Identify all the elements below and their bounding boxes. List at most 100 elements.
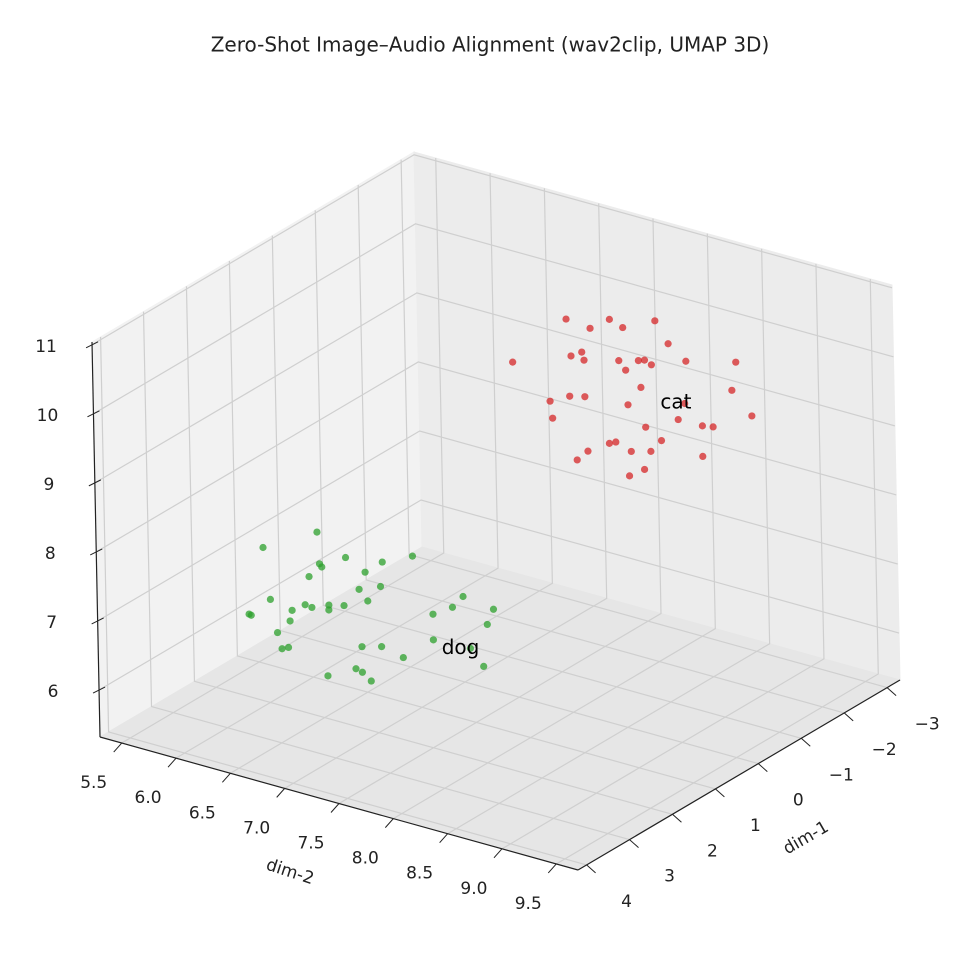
point: [586, 324, 594, 332]
z-tick-label: 8: [45, 544, 56, 564]
point: [266, 595, 275, 604]
grid-line: [175, 173, 499, 759]
point: [324, 672, 332, 680]
x-axis-label: dim-1: [780, 817, 832, 859]
point: [732, 358, 740, 366]
point: [624, 401, 632, 409]
point: [647, 361, 655, 369]
point: [313, 528, 321, 536]
point: [286, 617, 294, 625]
point: [709, 423, 717, 431]
x-tick: [586, 864, 596, 874]
point: [305, 573, 313, 581]
point: [340, 601, 348, 610]
point: [642, 423, 650, 431]
point: [429, 610, 437, 618]
point: [634, 356, 642, 365]
point: [682, 357, 690, 365]
y-tick-label: 9.0: [460, 879, 487, 899]
grid-line: [357, 184, 845, 714]
x-tick: [757, 763, 768, 772]
grid-line: [230, 188, 553, 774]
point: [318, 563, 326, 571]
z-tick-label: 6: [48, 682, 59, 702]
y-tick: [330, 803, 340, 813]
grid-line: [393, 233, 716, 820]
grid-line: [284, 203, 608, 789]
point: [681, 399, 689, 408]
y-tick: [221, 772, 231, 783]
grid-line: [501, 263, 825, 850]
grid-line: [93, 223, 894, 415]
point: [399, 653, 407, 662]
z-tick-label: 7: [46, 613, 57, 633]
y-tick: [167, 757, 177, 768]
chart-title: Zero-Shot Image–Audio Alignment (wav2cli…: [211, 33, 770, 57]
x-tick-label: −3: [915, 715, 940, 735]
point: [699, 452, 707, 461]
point: [308, 603, 316, 612]
point: [698, 422, 707, 430]
point: [361, 568, 369, 576]
point: [578, 348, 586, 356]
point: [640, 356, 649, 364]
point: [615, 357, 623, 365]
point: [657, 436, 666, 445]
point: [605, 315, 613, 323]
grid-line: [555, 278, 879, 865]
point: [584, 447, 592, 455]
grid-line: [94, 292, 896, 484]
x-tick-label: −1: [829, 765, 854, 785]
point: [612, 438, 620, 446]
point: [647, 447, 655, 455]
grid-line: [185, 286, 673, 815]
y-tick: [276, 788, 286, 798]
point: [355, 585, 363, 593]
point: [566, 392, 574, 400]
point: [664, 340, 672, 348]
point: [245, 610, 253, 618]
point: [367, 677, 375, 685]
y-tick: [547, 863, 557, 874]
point: [429, 636, 437, 644]
point: [489, 605, 498, 613]
grid-line: [142, 311, 630, 841]
point: [466, 644, 475, 652]
y-tick: [113, 742, 123, 753]
point: [483, 620, 491, 629]
point: [651, 317, 659, 325]
point: [728, 386, 736, 394]
x-tick-label: −2: [872, 740, 897, 760]
y-tick: [384, 818, 394, 828]
point: [284, 643, 293, 652]
y-tick-label: 7.0: [243, 818, 270, 838]
annotation: dog: [442, 635, 480, 659]
grid-line: [228, 260, 716, 790]
y-axis-label: dim-2: [264, 855, 317, 889]
point: [549, 414, 557, 422]
point: [748, 412, 756, 420]
x-tick-label: 4: [621, 892, 632, 912]
point: [278, 645, 286, 653]
x-tick: [886, 687, 897, 696]
grid-line: [447, 248, 771, 835]
y-tick-label: 7.5: [297, 834, 324, 854]
point: [546, 397, 554, 405]
point: [627, 447, 635, 456]
x-tick-label: 0: [793, 791, 804, 811]
point: [358, 643, 366, 651]
point: [640, 465, 649, 474]
z-tick-label: 11: [35, 337, 57, 357]
point: [288, 606, 296, 614]
point: [408, 552, 417, 560]
y-tick-label: 9.5: [515, 894, 542, 914]
grid-line: [99, 336, 587, 866]
point: [259, 543, 267, 552]
grid-line: [314, 210, 802, 739]
point: [378, 558, 386, 566]
x-tick-label: 1: [750, 816, 761, 836]
point: [341, 553, 350, 562]
grid-line: [91, 154, 893, 346]
x-tick: [843, 712, 854, 722]
